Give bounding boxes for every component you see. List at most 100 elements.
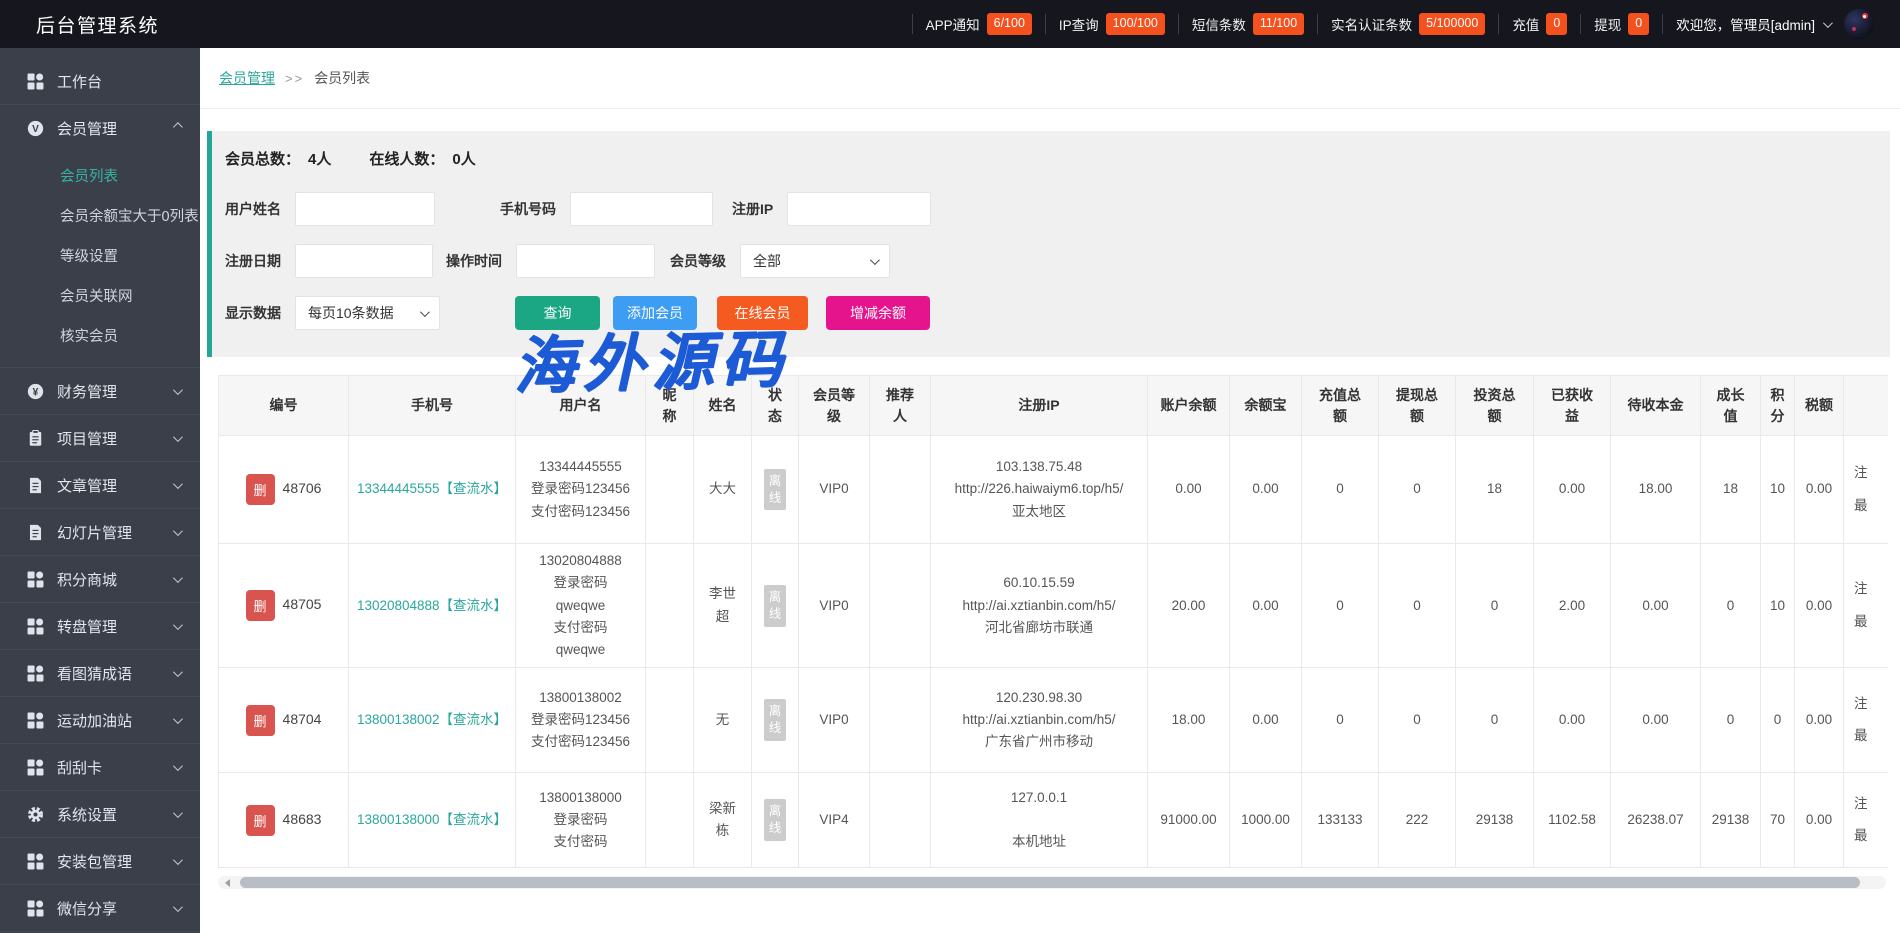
adjust-balance-button[interactable]: 增减余额: [826, 296, 930, 330]
cell-points: 10: [1760, 435, 1795, 544]
header-stat-提现[interactable]: 提现 0: [1594, 13, 1650, 35]
cell-balance: 20.00: [1147, 542, 1230, 669]
cell-recharge: 0: [1301, 542, 1379, 669]
operate-time-input[interactable]: [516, 244, 655, 278]
table-row: 删 48683 13800138000【查流水】 13800138000 登录密码 支…: [218, 772, 1888, 869]
header-stats: APP通知 6/100 IP查询 100/100 短信条数 11/100 实名认证条数 5/1…: [899, 9, 1874, 39]
register-date-input[interactable]: [295, 244, 433, 278]
phone-flow-link[interactable]: 13800138000【查流水】: [356, 812, 508, 828]
cell-status: 离 线: [751, 772, 799, 869]
svg-text:¥: ¥: [33, 386, 39, 398]
sidebar-item-运动加油站[interactable]: 运动加油站: [0, 697, 200, 743]
sidebar-subitem-会员余额宝大于0列表[interactable]: 会员余额宝大于0列表: [60, 208, 199, 225]
avatar[interactable]: [1844, 9, 1874, 39]
sidebar-item-系统设置[interactable]: 系统设置: [0, 791, 200, 837]
cell-phone: 13800138000【查流水】: [348, 772, 516, 869]
grid-icon: [27, 759, 44, 776]
page-size-select[interactable]: 每页10条数据: [295, 296, 440, 330]
sidebar-item-会员管理[interactable]: V 会员管理: [0, 105, 200, 151]
delete-button[interactable]: 删: [245, 804, 275, 836]
header-stat-短信条数[interactable]: 短信条数 11/100: [1192, 13, 1305, 35]
sidebar-subitem-等级设置[interactable]: 等级设置: [60, 248, 118, 265]
cell-earned: 2.00: [1533, 542, 1611, 669]
sidebar-item-项目管理[interactable]: 项目管理: [0, 415, 200, 461]
phone-label: 手机号码: [500, 201, 556, 217]
cell-balance: 0.00: [1147, 435, 1230, 544]
phone-flow-link[interactable]: 13344445555【查流水】: [356, 481, 508, 497]
online-members-button[interactable]: 在线会员: [717, 296, 808, 330]
chevron-down-icon: [869, 254, 880, 265]
column-header-税额: 税额: [1794, 375, 1844, 436]
sidebar-item-安装包管理[interactable]: 安装包管理: [0, 838, 200, 884]
cell-earned: 0.00: [1533, 667, 1611, 774]
query-button[interactable]: 查询: [515, 296, 600, 330]
member-level-select[interactable]: 全部: [740, 244, 890, 278]
chevron-down-icon: [172, 760, 183, 771]
sidebar-item-看图猜成语[interactable]: 看图猜成语: [0, 650, 200, 696]
offline-status-badge: 离 线: [763, 799, 787, 842]
phone-flow-link[interactable]: 13800138002【查流水】: [356, 712, 508, 728]
sidebar-subitem-核实会员[interactable]: 核实会员: [60, 328, 118, 345]
sidebar-item-工作台[interactable]: 工作台: [0, 58, 200, 104]
breadcrumb-parent[interactable]: 会员管理: [219, 70, 275, 86]
separator: [1498, 14, 1500, 34]
header-stat-IP查询[interactable]: IP查询 100/100: [1059, 13, 1165, 35]
cell-yuebao: 1000.00: [1229, 772, 1302, 869]
cell-ip: 127.0.0.1 本机地址: [930, 772, 1148, 869]
cell-invest: 29138: [1455, 772, 1534, 869]
member-stats: 会员总数： 4人 在线人数： 0人: [225, 148, 1870, 169]
username-input[interactable]: [295, 192, 435, 226]
sidebar-item-label: 文章管理: [57, 477, 118, 495]
cell-nickname: [645, 435, 694, 544]
clipboard-icon: [27, 429, 44, 447]
header-stat-充值[interactable]: 充值 0: [1512, 13, 1568, 35]
phone-input[interactable]: [570, 192, 713, 226]
chevron-down-icon: [172, 384, 183, 395]
sidebar-item-财务管理[interactable]: ¥ 财务管理: [0, 368, 200, 414]
sidebar-subitem-会员列表[interactable]: 会员列表: [60, 168, 118, 185]
welcome-admin-menu[interactable]: 欢迎您，管理员[admin]: [1676, 14, 1833, 34]
sidebar-item-刮刮卡[interactable]: 刮刮卡: [0, 744, 200, 790]
cell-pending: 0.00: [1610, 542, 1701, 669]
sidebar-block: 看图猜成语: [0, 650, 200, 697]
cell-username: 13344445555 登录密码123456 支付密码123456: [515, 435, 646, 544]
sidebar-item-积分商城[interactable]: 积分商城: [0, 556, 200, 602]
phone-flow-link[interactable]: 13020804888【查流水】: [356, 597, 508, 613]
stat-label: 充值: [1512, 18, 1540, 33]
add-member-button[interactable]: 添加会员: [613, 296, 697, 330]
column-header-会员等级: 会员等 级: [798, 375, 870, 436]
header-stat-APP通知[interactable]: APP通知 6/100: [926, 13, 1032, 35]
stat-label: APP通知: [925, 18, 980, 33]
member-table: 编号 手机号 用户名昵 称姓名状 态会员等 级推荐 人注册IP 账户余额 余额宝 充值总 …: [218, 375, 1888, 869]
cell-level: VIP0: [798, 667, 870, 774]
header-stat-实名认证条数[interactable]: 实名认证条数 5/100000: [1331, 13, 1486, 35]
sidebar-item-微信分享[interactable]: 微信分享: [0, 885, 200, 931]
sidebar-item-label: 微信分享: [57, 900, 118, 918]
sidebar-block: 文章管理: [0, 462, 200, 509]
stat-badge: 6/100: [986, 13, 1032, 35]
register-date-label: 注册日期: [225, 253, 281, 269]
member-id: 48704: [282, 711, 322, 728]
offline-status-badge: 离 线: [763, 584, 787, 627]
column-header-成长值: 成长 值: [1700, 375, 1761, 436]
sidebar-item-转盘管理[interactable]: 转盘管理: [0, 603, 200, 649]
chevron-down-icon: [172, 619, 183, 630]
scrollbar-thumb[interactable]: [240, 877, 1860, 889]
sidebar-item-幻灯片管理[interactable]: 幻灯片管理: [0, 509, 200, 555]
sidebar-subitem-会员关联网[interactable]: 会员关联网: [60, 288, 133, 305]
cell-invest: 0: [1455, 542, 1534, 669]
member-id: 48683: [282, 811, 322, 828]
cell-invest: 0: [1455, 667, 1534, 774]
delete-button[interactable]: 删: [245, 590, 275, 622]
delete-button[interactable]: 删: [245, 704, 275, 736]
sidebar-item-label: 系统设置: [57, 806, 118, 824]
delete-button[interactable]: 删: [245, 474, 275, 505]
separator: [911, 14, 913, 34]
scroll-left-arrow-icon[interactable]: [221, 877, 233, 888]
sidebar-block: V 会员管理会员列表会员余额宝大于0列表 等级设置会员关联网核实会员: [0, 105, 200, 368]
sidebar-block: 工作台: [0, 58, 200, 105]
register-ip-input[interactable]: [787, 192, 932, 226]
column-header-昵称: 昵 称: [645, 375, 694, 436]
cell-clipped-times: 注 最: [1843, 542, 1888, 669]
sidebar-item-文章管理[interactable]: 文章管理: [0, 462, 200, 508]
